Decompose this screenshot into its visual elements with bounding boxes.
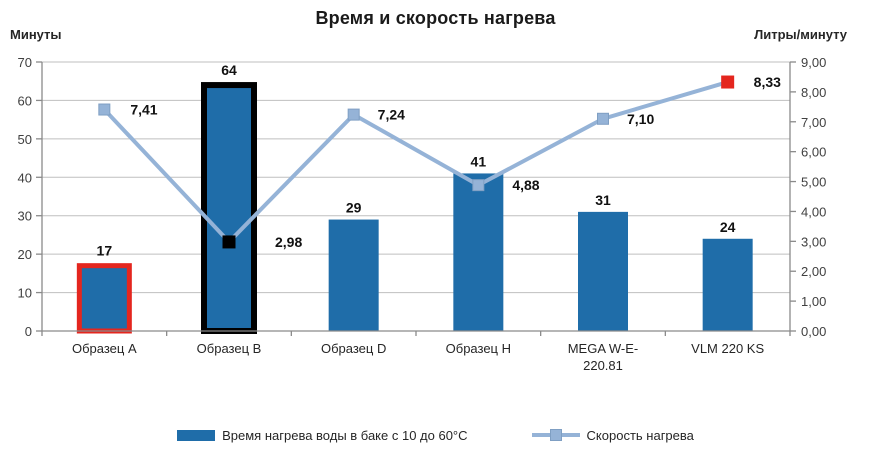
category-label: Образец A (72, 341, 137, 356)
left-axis-tick-label: 0 (25, 324, 32, 339)
line-value-label: 7,41 (130, 102, 157, 118)
bar (702, 238, 753, 331)
line-marker (347, 108, 360, 121)
chart-plot-area: 17 64 29 41 31 24 7,41 2,98 7,24 4,88 7,10 8,33 0 10 2… (18, 55, 827, 373)
legend-bar-label: Время нагрева воды в баке с 10 до 60°С (222, 427, 468, 443)
line-marker (222, 235, 236, 249)
left-axis-tick-label: 30 (18, 209, 32, 224)
line-value-label: 4,88 (512, 177, 539, 193)
left-axis-tick-label: 50 (18, 132, 32, 147)
category-label: Образец H (446, 341, 511, 356)
line-value-label: 7,24 (378, 107, 405, 123)
bar-value-label: 29 (346, 200, 362, 216)
line-value-label: 8,33 (754, 74, 781, 90)
category-label: Образец D (321, 341, 386, 356)
legend-item-bar: Время нагрева воды в баке с 10 до 60°С (177, 427, 468, 443)
category-label: Образец B (197, 341, 262, 356)
right-axis-title: Литры/минуту (754, 27, 847, 42)
bar-value-label: 24 (720, 219, 736, 235)
right-axis-tick-label: 0,00 (801, 324, 826, 339)
line-marker (472, 179, 485, 192)
bar (201, 82, 257, 334)
right-axis-tick-label: 1,00 (801, 294, 826, 309)
line-value-label: 7,10 (627, 111, 654, 127)
line-series-marker-icon (531, 429, 580, 441)
bar-value-label: 17 (97, 243, 113, 259)
line-value-label: 2,98 (275, 234, 302, 250)
right-axis-tick-label: 3,00 (801, 234, 826, 249)
category-label: VLM 220 KS (691, 341, 764, 356)
left-axis-tick-label: 60 (18, 93, 32, 108)
right-axis-tick-label: 7,00 (801, 115, 826, 130)
bar-value-label: 64 (221, 62, 237, 78)
line-marker (597, 112, 609, 125)
bar (453, 173, 504, 331)
legend-line-label: Скорость нагрева (586, 427, 694, 443)
chart-title: Время и скорость нагрева (315, 8, 556, 28)
bar (328, 219, 379, 331)
line-marker (98, 103, 111, 116)
right-axis-tick-label: 8,00 (801, 85, 826, 100)
left-axis-tick-label: 70 (18, 55, 32, 70)
bar-value-label: 41 (471, 153, 487, 169)
category-label: 220.81 (583, 358, 623, 373)
bar-series-swatch-icon (177, 429, 216, 441)
right-axis-tick-label: 6,00 (801, 145, 826, 160)
bar-value-label: 31 (595, 192, 611, 208)
left-axis-tick-label: 20 (18, 247, 32, 262)
left-axis-tick-label: 40 (18, 170, 32, 185)
right-axis-tick-label: 4,00 (801, 204, 826, 219)
right-axis-tick-label: 2,00 (801, 264, 826, 279)
line-marker (721, 75, 735, 89)
line-series (102, 80, 730, 244)
right-axis-tick-label: 5,00 (801, 175, 826, 190)
legend-item-line: Скорость нагрева (531, 427, 694, 443)
bar (578, 211, 628, 331)
right-axis-tick-label: 9,00 (801, 55, 826, 70)
left-axis-title: Минуты (10, 27, 62, 42)
bar (76, 263, 132, 334)
category-label: MEGA W-E- (568, 341, 639, 356)
chart-legend: Время нагрева воды в баке с 10 до 60°С С… (0, 418, 871, 452)
left-axis-tick-label: 10 (18, 286, 32, 301)
